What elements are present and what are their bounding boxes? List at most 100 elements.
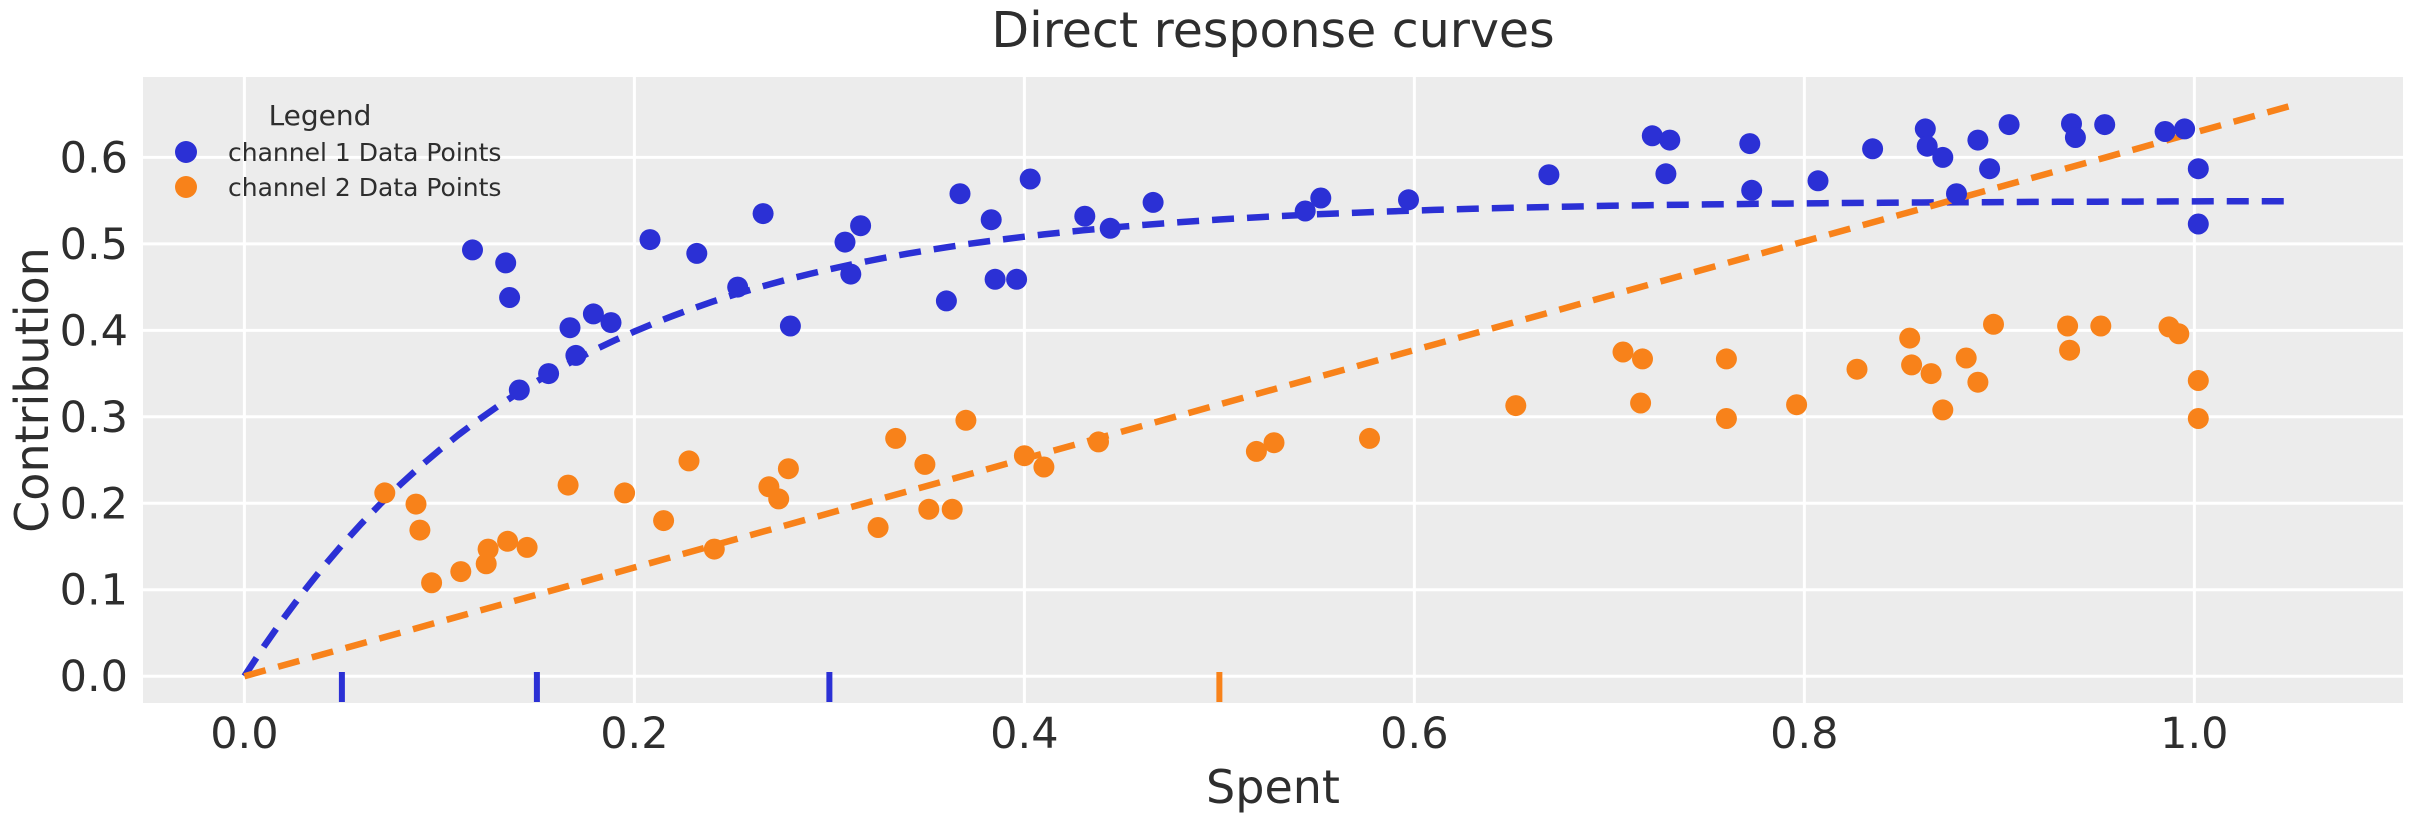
y-tick-label: 0.1 (60, 566, 128, 616)
channel-1-point (538, 363, 560, 385)
y-tick-label: 0.4 (60, 306, 128, 356)
channel-2-point (1920, 363, 1942, 385)
channel-2-point (1846, 358, 1868, 380)
channel-1-point (980, 209, 1002, 231)
channel-1-point (1019, 168, 1041, 190)
channel-1-point (850, 215, 872, 237)
channel-1-point (1006, 268, 1028, 290)
x-tick-label: 1.0 (2160, 709, 2228, 759)
channel-1-point (1979, 158, 2001, 180)
channel-2-point (914, 453, 936, 475)
channel-1-point (949, 183, 971, 205)
x-tick-label: 0.4 (990, 709, 1058, 759)
channel-2-point (1786, 394, 1808, 416)
channel-1-point (1655, 163, 1677, 185)
channel-1-point (559, 317, 581, 339)
channel-1-point (1398, 189, 1419, 211)
legend-marker-channel2 (175, 176, 197, 198)
channel-2-point (1901, 354, 1923, 376)
channel-1-point (1807, 170, 1829, 192)
channel-2-point (614, 482, 636, 504)
chart-title: Direct response curves (991, 2, 1554, 59)
channel-1-point (1916, 135, 1938, 157)
channel-1-point (686, 242, 708, 264)
channel-1-point (752, 203, 774, 225)
channel-2-point (1013, 445, 1035, 467)
channel-2-point (1715, 408, 1737, 429)
channel-2-point (2059, 339, 2081, 361)
channel-2-point (941, 498, 963, 520)
channel-2-point (2187, 408, 2209, 429)
channel-2-point (678, 450, 700, 472)
channel-1-point (639, 229, 661, 251)
channel-1-point (834, 231, 856, 253)
channel-1-point (1914, 118, 1936, 140)
channel-2-point (374, 482, 396, 504)
channel-1-point (600, 312, 622, 334)
y-tick-label: 0.3 (60, 393, 128, 443)
channel-1-point (840, 263, 862, 285)
channel-1-point (1294, 200, 1316, 222)
channel-1-point (779, 315, 801, 337)
y-tick-label: 0.5 (60, 220, 128, 270)
legend-label-channel2: channel 2 Data Points (228, 173, 501, 202)
y-tick-label: 0.6 (60, 133, 128, 183)
channel-1-point (1862, 138, 1884, 160)
channel-1-point (565, 344, 587, 366)
y-axis-label: Contribution (5, 247, 59, 533)
channel-1-point (1946, 183, 1967, 205)
channel-1-point (2154, 121, 2176, 142)
channel-1-point (1641, 125, 1663, 147)
channel-1-point (1074, 205, 1096, 227)
channel-1-point (727, 276, 749, 298)
channel-2-point (768, 488, 790, 510)
channel-2-point (955, 409, 977, 431)
channel-1-point (1538, 164, 1560, 186)
channel-2-point (703, 538, 725, 560)
x-tick-label: 0.2 (600, 709, 668, 759)
channel-1-point (2174, 118, 2196, 140)
y-tick-label: 0.0 (60, 652, 128, 702)
channel-2-point (1630, 392, 1652, 414)
channel-1-point (1142, 191, 1164, 213)
channel-2-point (867, 517, 889, 538)
channel-2-point (1088, 431, 1109, 453)
channel-2-point (421, 572, 443, 594)
y-tick-label: 0.2 (60, 479, 128, 529)
channel-1-point (499, 287, 521, 308)
channel-1-point (508, 379, 530, 401)
channel-2-point (1967, 371, 1989, 393)
channel-2-point (2187, 370, 2209, 391)
channel-2-point (2057, 315, 2079, 337)
channel-2-point (1505, 395, 1527, 417)
channel-2-point (1263, 432, 1285, 454)
channel-2-point (450, 561, 472, 583)
legend-label-channel1: channel 1 Data Points (228, 138, 501, 167)
channel-1-point (495, 252, 517, 274)
channel-2-point (2168, 323, 2190, 345)
channel-2-point (2090, 315, 2112, 337)
scatter-points (374, 113, 2209, 594)
channel-2-point (1033, 456, 1055, 478)
channel-1-point (984, 268, 1006, 290)
tick-labels: 0.0 0.2 0.4 0.6 0.8 1.0 0.0 0.1 0.2 0.3 0.4 0.5 0.6 (60, 133, 2229, 759)
channel-1-point (1659, 129, 1681, 151)
channel-2-point (1359, 427, 1380, 449)
channel-1-point (582, 303, 604, 325)
channel-2-point (1715, 348, 1737, 370)
x-axis-label: Spent (1206, 760, 1340, 814)
channel-2-point (1955, 347, 1977, 369)
channel-2-point (477, 538, 499, 560)
channel-1-point (2094, 114, 2116, 136)
channel-2-point (1632, 348, 1653, 370)
legend-title: Legend (269, 99, 372, 132)
channel-2-point (1983, 313, 2004, 335)
channel-2-point (885, 427, 907, 449)
channel-2-point (918, 498, 940, 520)
channel-2-point (405, 493, 427, 515)
channel-1-point (1310, 187, 1332, 209)
channel-1-point (1741, 179, 1763, 201)
channel-2-point (409, 519, 431, 541)
channel-1-point (935, 290, 957, 312)
